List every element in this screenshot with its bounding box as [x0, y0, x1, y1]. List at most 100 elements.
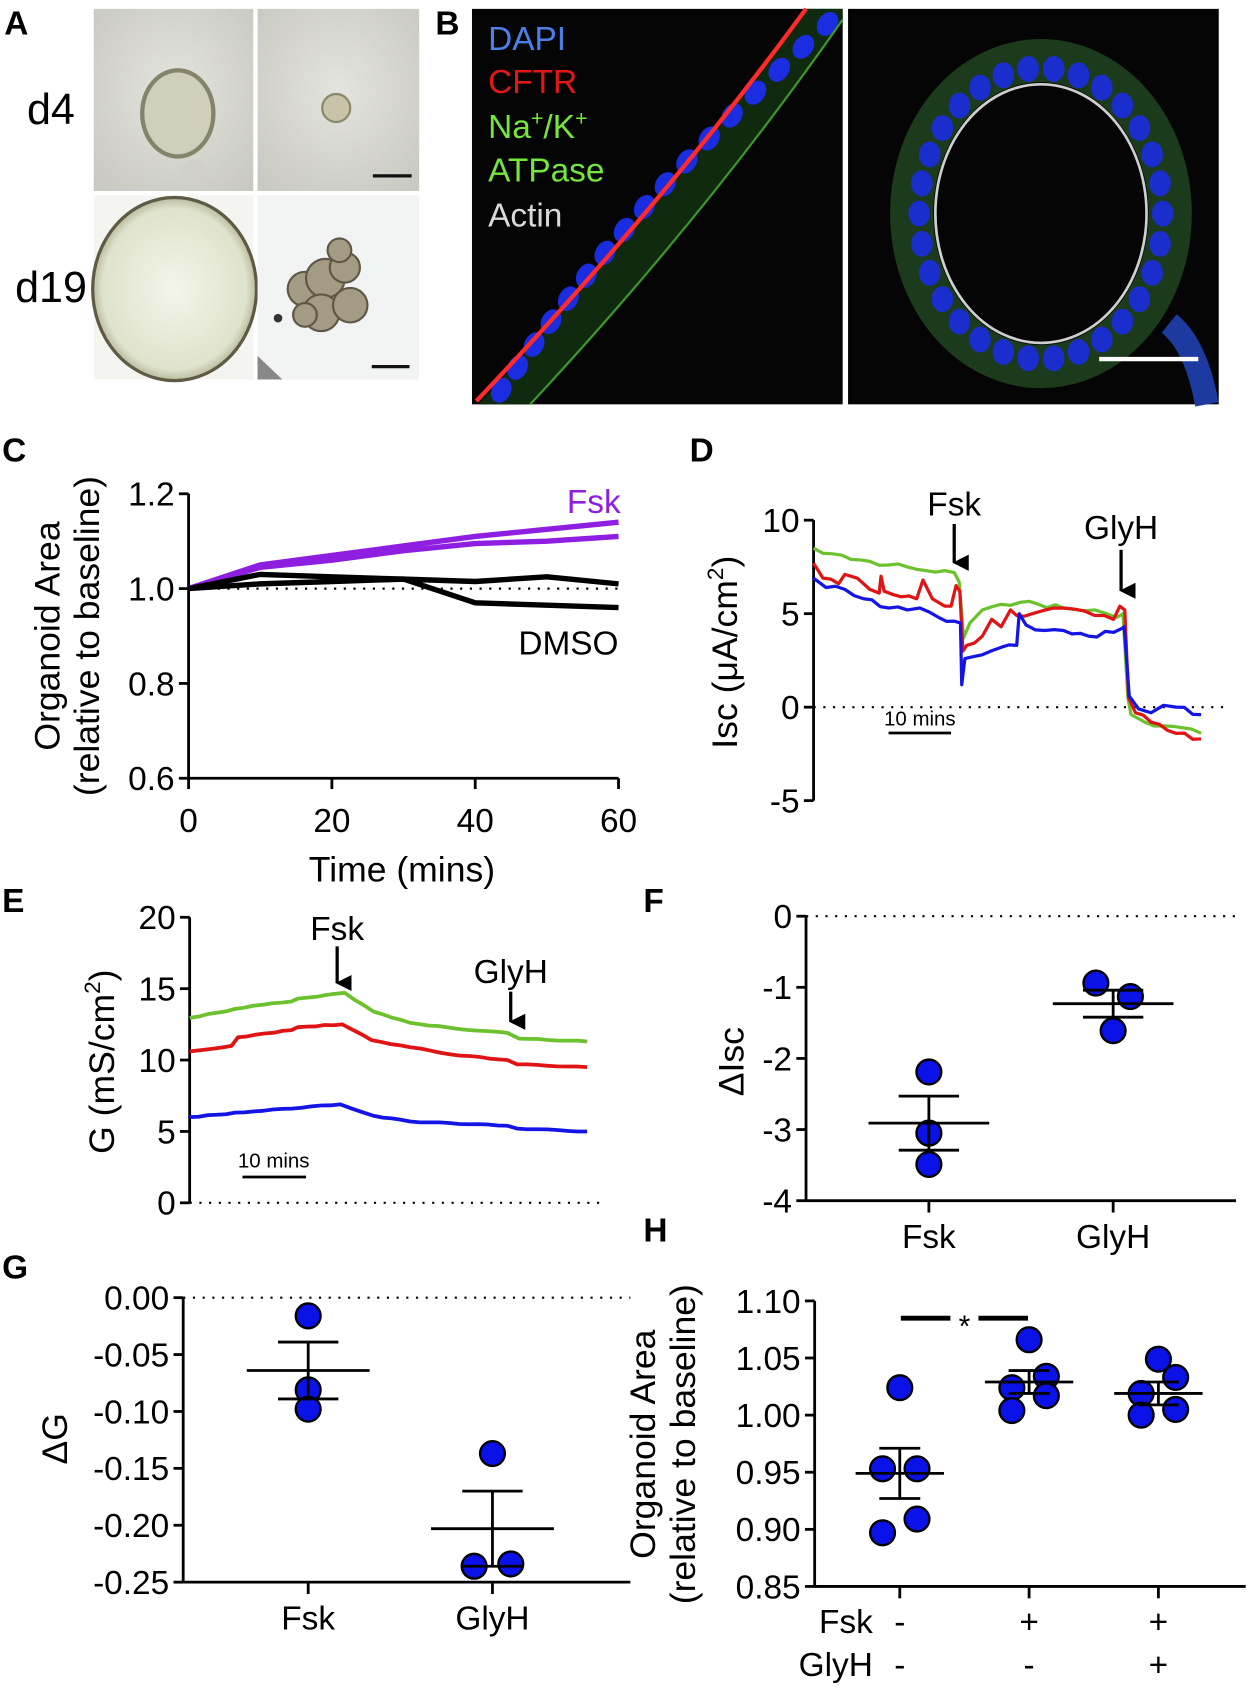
y-tick-label: -0.25: [93, 1565, 169, 1602]
trace-blue: [812, 576, 1202, 717]
trace-green: [812, 546, 1202, 735]
event-label-glyh: GlyH: [474, 954, 548, 991]
legend-na-k: Na+/K+: [488, 105, 587, 146]
x-tick-label: 40: [457, 803, 494, 840]
trace-red: [812, 562, 1202, 741]
data-point: [1127, 1401, 1155, 1429]
data-point: [1162, 1363, 1190, 1392]
y-tick-label: 10: [762, 503, 799, 540]
nucleus: [992, 62, 1015, 89]
data-point: [915, 1058, 943, 1086]
data-point: [998, 1396, 1026, 1425]
category-label: GlyH: [455, 1601, 529, 1638]
y-tick-label: 0.00: [104, 1281, 169, 1318]
y-tick-label: 0: [773, 899, 792, 936]
organoid-shadow: [181, 159, 207, 186]
panel-label-g: G: [2, 1249, 28, 1286]
x-tick-label: 0: [179, 803, 198, 840]
y-tick-label: 0.95: [736, 1455, 801, 1492]
nucleus: [1149, 170, 1171, 197]
nucleus: [721, 103, 743, 128]
chart-d-isc-trace: Isc (μA/cm2) 10 5 0 -5 Fsk GlyH 10 mins: [703, 486, 1226, 820]
annotation-dmso: DMSO: [518, 625, 618, 662]
nucleus: [1149, 230, 1171, 257]
nucleus: [1111, 92, 1134, 119]
nucleus: [1111, 308, 1134, 335]
condition-sign: -: [1024, 1647, 1035, 1684]
nucleus: [1017, 56, 1039, 82]
event-label-fsk: Fsk: [927, 486, 981, 523]
data-point: [294, 1302, 322, 1330]
y-tick-label: 1.00: [736, 1398, 801, 1435]
nucleus: [594, 240, 616, 266]
series-line-dmso: [188, 576, 619, 611]
nucleus: [969, 326, 991, 353]
nucleus: [911, 170, 933, 197]
nucleus: [490, 377, 512, 403]
chart-f-delta-isc: ΔIsc 0 -1 -2 -3 -4 Fsk GlyH: [712, 899, 1236, 1256]
y-tick-label: 0: [781, 690, 800, 727]
y-tick-label: -0.10: [93, 1394, 169, 1431]
event-label-glyh: GlyH: [1084, 510, 1158, 547]
condition-row-label-fsk: Fsk: [819, 1604, 873, 1641]
row-label-d4: d4: [27, 86, 75, 134]
category-label: GlyH: [1076, 1219, 1150, 1256]
y-tick-label: 15: [139, 972, 176, 1009]
edge-artifact: [257, 355, 283, 380]
legend-actin: Actin: [488, 198, 562, 235]
panel-label-e: E: [2, 883, 24, 920]
condition-sign: +: [1149, 1647, 1169, 1684]
legend-atpase: ATPase: [488, 152, 604, 189]
trace-green: [189, 991, 588, 1044]
y-tick-label: 0.6: [128, 761, 174, 798]
significance-star: *: [959, 1310, 971, 1343]
y-axis-label: ΔIsc: [712, 1027, 752, 1096]
x-tick-label: 60: [600, 803, 637, 840]
nucleus: [1017, 345, 1039, 372]
data-point: [478, 1439, 507, 1468]
data-point: [903, 1455, 931, 1483]
data-point: [1032, 1382, 1060, 1410]
data-point: [1015, 1326, 1043, 1354]
nucleus: [931, 286, 954, 313]
panel-label-a: A: [4, 6, 28, 43]
data-point: [903, 1505, 931, 1533]
condition-sign: +: [1019, 1604, 1039, 1641]
nucleus: [792, 34, 815, 59]
condition-row-label-glyh: GlyH: [799, 1647, 873, 1684]
y-tick-label: -2: [762, 1041, 792, 1078]
y-tick-label: 1.05: [736, 1341, 801, 1378]
adjacent-tissue: [1161, 314, 1219, 407]
nucleus: [654, 172, 676, 197]
data-point: [1082, 969, 1110, 997]
nucleus: [948, 308, 971, 335]
nucleus: [1042, 56, 1065, 82]
basolateral-stain: [529, 19, 844, 406]
trace-blue: [189, 1102, 588, 1134]
data-point: [1144, 1345, 1172, 1373]
y-axis-label-line1: Organoid Area: [623, 1329, 663, 1558]
data-point: [294, 1395, 322, 1423]
data-point: [497, 1550, 525, 1578]
organoid-budding: [286, 237, 369, 333]
panel-a-micrographs: d4 d19: [15, 8, 420, 383]
chart-g-delta-g: ΔG 0.00 -0.05 -0.10 -0.15 -0.20 -0.25 Fsk GlyH: [35, 1281, 631, 1638]
panel-label-d: D: [690, 432, 714, 469]
data-point: [886, 1374, 914, 1402]
y-tick-label: -0.15: [93, 1451, 169, 1488]
nucleus: [1128, 286, 1151, 313]
y-tick-label: 1.10: [736, 1284, 801, 1321]
x-axis-label: Time (mins): [309, 850, 495, 890]
y-axis-label-line2: (relative to baseline): [663, 1284, 703, 1604]
y-tick-label: 0.8: [128, 666, 174, 703]
nucleus: [992, 339, 1015, 365]
y-tick-label: 10: [139, 1043, 176, 1080]
y-axis-label-line1: Organoid Area: [27, 521, 67, 750]
event-label-fsk: Fsk: [310, 911, 364, 948]
category-label: Fsk: [902, 1219, 956, 1256]
y-tick-label: 5: [781, 597, 800, 634]
chart-c-organoid-area-time: Organoid Area (relative to baseline) Tim…: [27, 476, 637, 890]
nucleus: [1151, 200, 1174, 227]
y-tick-label: 1.0: [128, 571, 174, 608]
